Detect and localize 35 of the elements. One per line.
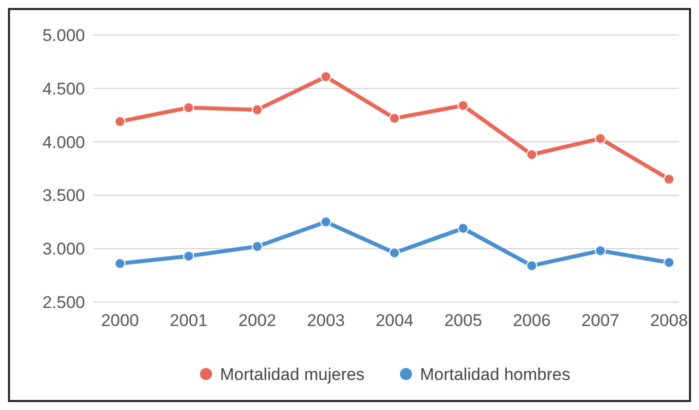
point (114, 258, 126, 270)
point (389, 112, 400, 124)
point (389, 247, 400, 258)
point (320, 216, 332, 228)
y-tick-label: 2.500 (42, 292, 85, 312)
point (183, 250, 194, 262)
y-tick-label: 4.000 (42, 132, 85, 152)
point (526, 260, 538, 272)
point (252, 240, 263, 252)
x-tick-label: 2005 (444, 311, 482, 330)
point (526, 149, 538, 160)
y-tick-label: 5.000 (42, 26, 85, 45)
legend-label: Mortalidad mujeres (220, 364, 365, 384)
x-tick-label: 2003 (306, 311, 345, 330)
point (594, 245, 606, 256)
x-tick-label: 2000 (101, 311, 139, 330)
x-tick-label: 2007 (581, 311, 620, 330)
x-tick-label: 2002 (238, 311, 276, 330)
x-tick-label: 2001 (170, 311, 208, 330)
y-tick-label: 3.500 (42, 186, 85, 206)
point (594, 133, 606, 144)
point (664, 256, 674, 268)
point (320, 71, 332, 82)
point (664, 174, 674, 185)
point (252, 104, 263, 116)
point (458, 222, 469, 234)
y-tick-label: 4.500 (42, 79, 85, 98)
legend-label: Mortalidad hombres (420, 364, 570, 384)
point (183, 102, 194, 114)
point (458, 100, 469, 111)
point (114, 116, 126, 128)
x-tick-label: 2006 (512, 311, 551, 330)
y-tick-label: 3.000 (42, 240, 85, 259)
x-tick-label: 2004 (376, 311, 414, 330)
x-tick-label: 2008 (650, 311, 688, 330)
